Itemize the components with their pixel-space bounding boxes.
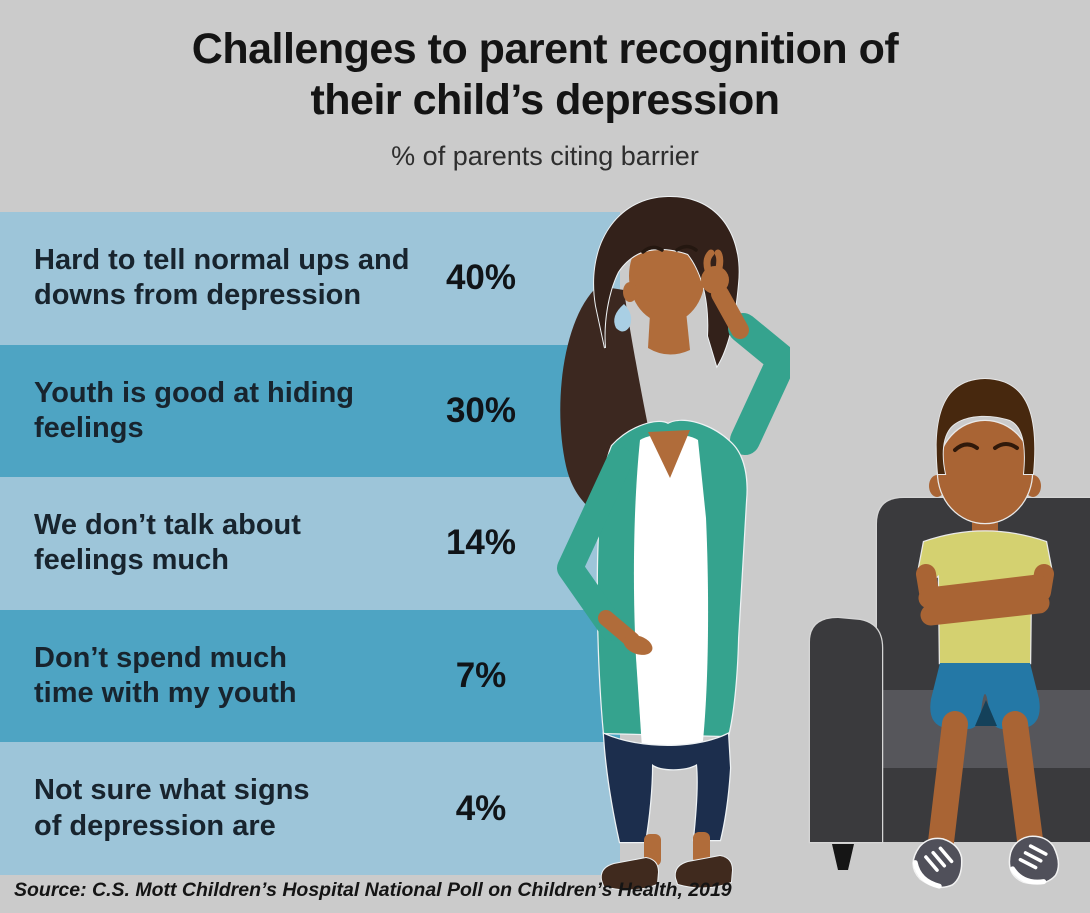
mother-hair (593, 195, 740, 369)
source-text: Source: C.S. Mott Children’s Hospital Na… (14, 879, 732, 901)
boy-hair (935, 377, 1036, 475)
mother-earring (614, 304, 632, 332)
mother-ear (623, 282, 637, 302)
boy-on-couch-illustration (808, 377, 1090, 889)
bar-value: 30% (445, 390, 517, 430)
mother-ankle-right (693, 832, 710, 864)
mother-pants (602, 732, 732, 844)
title-line-2: their child’s depression (310, 75, 780, 124)
bar-row: Not sure what signs of depression are 4% (0, 742, 620, 875)
mother-hip-arm-sleeve (557, 447, 633, 641)
bar-row: Youth is good at hiding feelings 30% (0, 344, 620, 478)
bar-chart: Hard to tell normal ups and downs from de… (0, 212, 620, 875)
couch-armrest (808, 616, 884, 844)
boy-shorts-shadow (975, 700, 997, 726)
title-line-1: Challenges to parent recognition of (191, 25, 899, 73)
bar-value: 14% (445, 523, 517, 563)
bar-value: 40% (445, 258, 517, 298)
boy-face (936, 419, 1034, 525)
boy-crossed-arms (918, 574, 1050, 626)
mother-neck (648, 311, 690, 355)
mother-shirt (633, 434, 709, 759)
bar-label: Youth is good at hiding feelings (34, 376, 355, 444)
bar-row: Don’t spend much time with my youth 7% (0, 609, 620, 743)
bar-label: Hard to tell normal ups and downs from de… (34, 243, 410, 312)
bar-value: 7% (455, 656, 507, 696)
mother-fingers (686, 249, 724, 295)
mother-eyes-closed-icon (641, 244, 698, 254)
boy-sneaker-left (912, 837, 963, 889)
page-title: Challenges to parent recognition of their… (0, 24, 1090, 125)
mother-vneck-skin (648, 430, 690, 478)
mother-raised-arm-sleeve (728, 313, 790, 455)
bar-label: Not sure what signs of depression are (34, 774, 310, 842)
mother-shoe-left (600, 856, 660, 891)
bar-label: We don’t talk about feelings much (34, 509, 301, 577)
boy-eyes-closed-icon (953, 442, 1019, 452)
bar-row: Hard to tell normal ups and downs from de… (0, 212, 620, 345)
bar-value: 4% (455, 788, 507, 828)
couch-base (877, 768, 1090, 842)
couch-leg (832, 844, 854, 870)
boy-legs (928, 711, 1043, 855)
boy-sneaker-right (1008, 835, 1060, 885)
mother-hand-on-hip (623, 635, 653, 655)
bar-label: Don’t spend much time with my youth (34, 641, 297, 710)
mother-raised-forearm (711, 285, 749, 339)
mother-shoe-right (674, 854, 734, 889)
mother-illustration (557, 195, 790, 891)
chart-subtitle: % of parents citing barrier (391, 141, 699, 171)
bar-row: We don’t talk about feelings much 14% (0, 477, 620, 610)
